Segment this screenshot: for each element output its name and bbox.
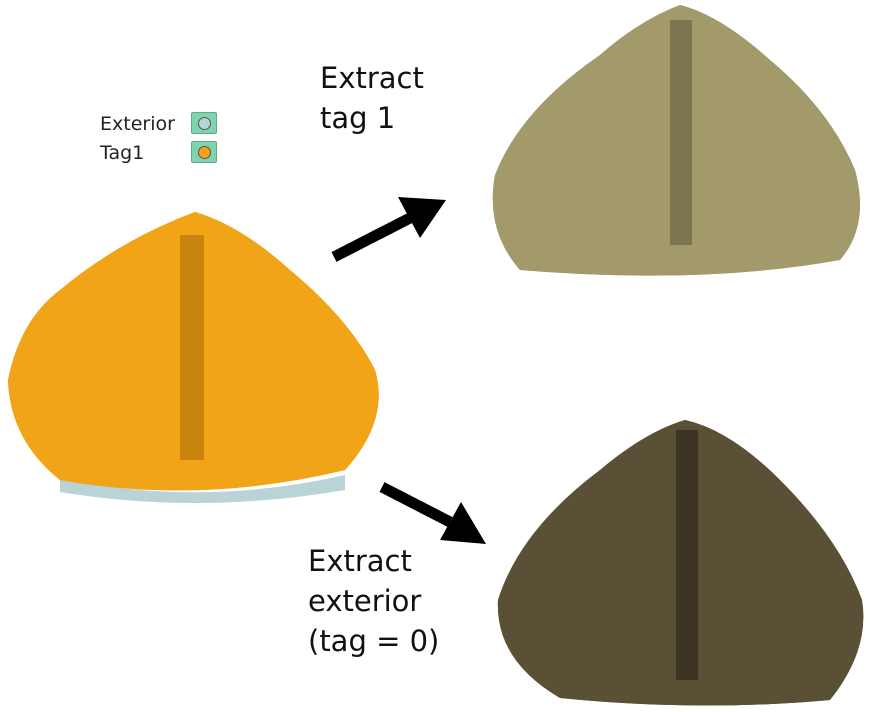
legend-swatch-tag1 — [191, 141, 217, 163]
exterior-mesh — [497, 420, 864, 706]
arrow-down-right-icon — [379, 482, 486, 544]
legend-label-tag1: Tag1 — [100, 142, 145, 164]
caption-extract-exterior: Extract exterior (tag = 0) — [308, 544, 440, 658]
arrow-up-right-icon — [331, 197, 446, 262]
tag1-mesh — [492, 5, 860, 276]
legend-label-exterior: Exterior — [100, 113, 175, 135]
source-mesh — [8, 212, 379, 504]
caption-extract-tag1: Extract tag 1 — [320, 61, 424, 135]
exterior-dot-icon — [198, 117, 211, 130]
tag1-dot-icon — [198, 146, 211, 159]
legend-swatch-exterior — [191, 112, 217, 134]
